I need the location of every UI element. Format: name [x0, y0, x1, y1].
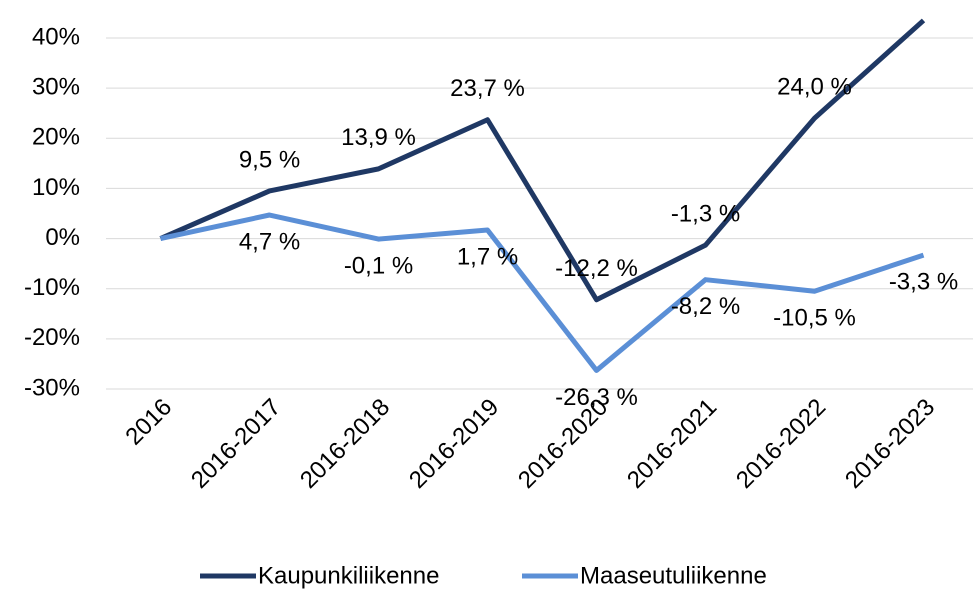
data-label: 23,7 % — [450, 75, 525, 102]
data-label: 9,5 % — [239, 146, 300, 173]
x-tick-label: 2016 — [120, 394, 177, 451]
data-label: 43,5 % — [856, 0, 931, 3]
data-label: -3,3 % — [889, 268, 958, 295]
data-label: 1,7 % — [457, 243, 518, 270]
series-line — [159, 18, 926, 303]
data-label: -0,1 % — [344, 252, 413, 279]
x-tick-label: 2016-2017 — [186, 394, 286, 494]
data-label: 13,9 % — [341, 124, 416, 151]
y-tick-label: 10% — [32, 174, 80, 201]
x-tick-label: 2016-2019 — [404, 394, 504, 494]
legend-label: Maaseutuliikenne — [580, 562, 767, 589]
y-tick-label: -10% — [24, 274, 80, 301]
data-label: 4,7 % — [239, 228, 300, 255]
y-tick-label: 40% — [32, 23, 80, 50]
series-line — [159, 212, 925, 373]
data-label: 24,0 % — [777, 74, 852, 101]
y-tick-label: 20% — [32, 124, 80, 151]
y-tick-label: 30% — [32, 73, 80, 100]
x-tick-label: 2016-2023 — [840, 394, 940, 494]
x-tick-label: 2016-2018 — [295, 394, 395, 494]
data-label: -10,5 % — [773, 305, 856, 332]
y-tick-label: -20% — [24, 324, 80, 351]
y-tick-label: 0% — [45, 224, 80, 251]
data-label: -12,2 % — [555, 255, 638, 282]
legend-label: Kaupunkiliikenne — [258, 562, 439, 589]
data-label: -8,2 % — [671, 293, 740, 320]
x-tick-label: 2016-2022 — [731, 394, 831, 494]
data-label: -26,3 % — [555, 384, 638, 411]
data-label: -1,3 % — [671, 200, 740, 227]
y-tick-label: -30% — [24, 374, 80, 401]
